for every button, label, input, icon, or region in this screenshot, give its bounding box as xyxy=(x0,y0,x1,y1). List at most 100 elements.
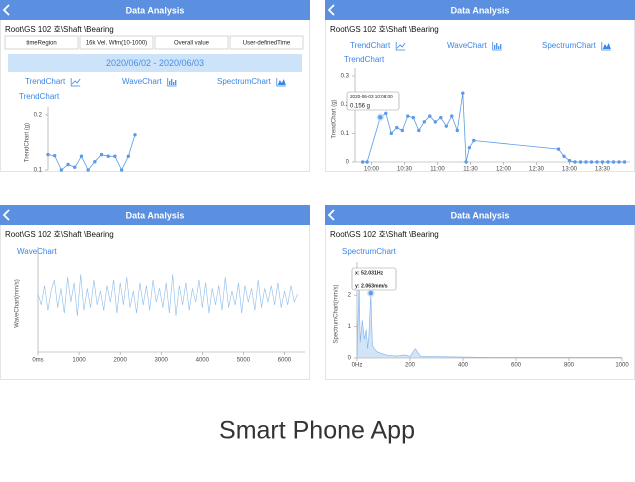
data-point xyxy=(562,154,566,158)
data-point xyxy=(611,160,616,164)
data-point xyxy=(46,152,50,157)
data-point xyxy=(365,160,369,164)
breadcrumb: Root\GS 102 호\Shaft \Bearing xyxy=(330,230,439,239)
data-point xyxy=(99,152,104,157)
data-point xyxy=(395,125,399,130)
data-point xyxy=(567,158,572,163)
tab[interactable] xyxy=(79,35,154,50)
back-button[interactable] xyxy=(2,4,10,16)
data-point xyxy=(589,160,594,164)
header-title: Data Analysis xyxy=(126,210,185,220)
y-tick-label: 0.1 xyxy=(341,131,350,137)
chart-link-icon xyxy=(601,42,611,51)
data-point xyxy=(126,154,131,158)
x-tick-label: 4000 xyxy=(196,358,210,364)
data-point xyxy=(464,160,468,164)
y-tick-label: 0.3 xyxy=(341,74,350,80)
phone-screen: Data Analysis Root\GS 102 호\Shaft \Bearin… xyxy=(0,0,310,172)
data-point xyxy=(578,160,583,164)
header-bar xyxy=(0,0,310,20)
y-tick-label: 0.2 xyxy=(341,102,350,108)
header-bar xyxy=(325,205,635,225)
header-title: Data Analysis xyxy=(451,210,510,220)
data-point xyxy=(617,160,621,164)
x-tick-label: 10:00 xyxy=(364,167,380,173)
x-tick-label: 400 xyxy=(458,363,469,369)
chart-link[interactable]: WaveChart xyxy=(447,41,487,50)
header-title: Data Analysis xyxy=(451,5,510,15)
chart-link[interactable]: TrendChart xyxy=(25,77,66,86)
data-point xyxy=(361,160,365,164)
back-button[interactable] xyxy=(2,209,10,221)
tab-label: Overall value xyxy=(174,41,210,47)
data-point xyxy=(389,131,393,136)
data-point xyxy=(422,120,426,124)
back-button[interactable] xyxy=(327,209,335,221)
chart-link[interactable]: SpectrumChart xyxy=(217,77,272,86)
x-tick-label: 800 xyxy=(564,363,575,369)
tooltip xyxy=(346,91,400,111)
data-point xyxy=(455,128,459,133)
data-point xyxy=(439,115,443,120)
x-tick-label: 5000 xyxy=(237,358,251,364)
phone-screen: Data Analysis Root\GS 102 호\Shaft \Bearin… xyxy=(0,205,310,380)
data-point xyxy=(622,160,627,164)
highlighted-point xyxy=(367,289,375,297)
tooltip-text: 2020-06-03 10:08:00 xyxy=(350,94,393,99)
chart-link[interactable]: SpectrumChart xyxy=(542,41,597,50)
tab[interactable] xyxy=(4,35,79,50)
data-point xyxy=(584,160,588,164)
data-point xyxy=(417,128,421,133)
x-tick-label: 12:30 xyxy=(529,167,545,173)
y-axis-label: WaveChart(mm/s) xyxy=(15,279,21,327)
chart-title: WaveChart xyxy=(17,247,57,256)
highlighted-point xyxy=(376,113,385,122)
tooltip-text: x: 52.031Hz xyxy=(355,270,384,276)
y-tick-label: 0 xyxy=(348,356,352,362)
data-point xyxy=(73,165,77,169)
data-point xyxy=(66,162,70,167)
breadcrumb: Root\GS 102 호\Shaft \Bearing xyxy=(5,230,114,239)
data-line xyxy=(37,274,298,317)
chart-link[interactable]: WaveChart xyxy=(122,77,162,86)
chart-title: TrendChart xyxy=(19,92,60,101)
data-point xyxy=(133,133,137,137)
screen-bg xyxy=(325,0,635,172)
data-point xyxy=(472,138,476,143)
data-point xyxy=(411,115,415,120)
y-tick-label: 0.2 xyxy=(34,113,43,119)
tab[interactable] xyxy=(154,35,229,50)
x-tick-label: 1000 xyxy=(615,363,629,369)
x-tick-label: 1000 xyxy=(72,358,86,364)
y-axis-label: TrendChart (g) xyxy=(332,99,338,138)
chart-title: SpectrumChart xyxy=(342,247,397,256)
breadcrumb: Root\GS 102 호\Shaft \Bearing xyxy=(330,25,439,34)
data-point xyxy=(86,168,90,172)
x-tick-label: 600 xyxy=(511,363,522,369)
x-tick-label: 10:30 xyxy=(397,167,413,173)
header-bar xyxy=(325,0,635,20)
y-axis-label: SpectrumChart(mm/s) xyxy=(334,284,340,343)
x-tick-label: 0ms xyxy=(32,358,43,364)
data-point xyxy=(59,168,64,172)
phone-screen: Data Analysis Root\GS 102 호\Shaft \Bearin… xyxy=(325,205,635,380)
tooltip xyxy=(351,267,397,291)
x-tick-label: 2000 xyxy=(113,358,127,364)
x-tick-label: 6000 xyxy=(278,358,292,364)
tab-label: User-definedTime xyxy=(243,41,291,47)
chart-link-icon xyxy=(492,42,502,51)
data-point xyxy=(119,168,124,172)
chart-link[interactable]: TrendChart xyxy=(350,41,391,50)
data-point xyxy=(467,145,472,150)
y-axis-label: TrendChart (g) xyxy=(25,123,31,162)
data-point xyxy=(384,111,388,115)
data-point xyxy=(606,160,610,164)
tab-label: 16k Vel. Wfm(10-1000) xyxy=(86,41,147,47)
chart-title: TrendChart xyxy=(344,55,385,64)
date-range-bar[interactable] xyxy=(8,54,302,72)
screen-bg xyxy=(325,205,635,380)
data-point xyxy=(406,114,410,118)
back-button[interactable] xyxy=(327,4,335,16)
tab[interactable] xyxy=(229,35,304,50)
